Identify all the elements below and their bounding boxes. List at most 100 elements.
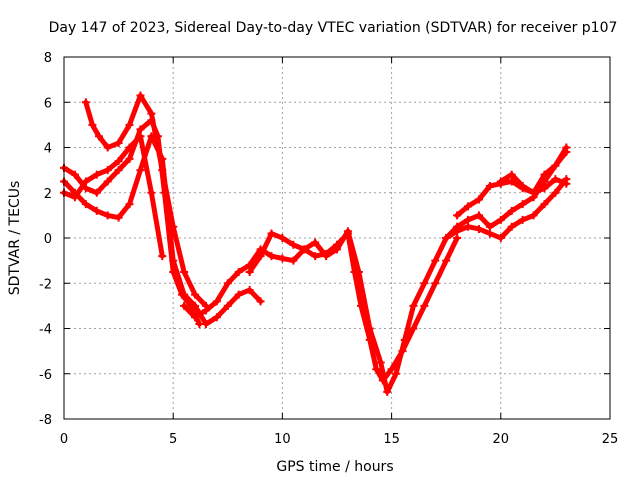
data-point-marker [223,301,232,310]
data-point-marker [256,252,265,261]
data-point-marker [551,161,560,170]
series-track-d [61,133,165,259]
data-point-marker [485,222,494,231]
data-point-marker [256,297,265,306]
data-point-marker [551,175,560,184]
data-point-marker [311,238,320,247]
data-point-marker [158,252,167,261]
data-point-marker [169,267,178,276]
data-point-marker [474,195,483,204]
data-point-marker [195,319,204,328]
data-point-marker [464,222,473,231]
data-point-marker [70,193,79,202]
data-point-marker [431,279,440,288]
data-point-marker [92,188,101,197]
data-point-marker [114,166,123,175]
data-point-marker [125,143,134,152]
data-point-marker [278,234,287,242]
data-point-marker [474,224,483,233]
data-point-marker [507,222,516,231]
data-point-marker [103,177,112,186]
data-point-marker [507,177,516,186]
data-point-marker [496,234,505,242]
data-point-marker [453,227,462,236]
y-tick-label: -6 [39,368,52,383]
data-point-marker [409,324,418,333]
y-tick-label: -4 [39,323,52,338]
data-point-marker [507,206,516,215]
data-point-marker [158,166,167,175]
data-point-marker [136,132,145,141]
y-tick-label: -8 [39,413,52,428]
data-point-marker [496,177,505,186]
data-point-marker [245,286,254,295]
data-point-marker [191,313,200,322]
data-point-marker [333,245,341,254]
y-tick-label: 8 [44,51,52,66]
data-point-marker [496,215,505,224]
data-point-marker [387,365,396,374]
grid-lines [64,57,610,419]
data-point-marker [354,267,363,276]
y-tick-label: -2 [39,277,52,292]
data-point-marker [70,170,79,179]
data-point-marker [540,184,549,193]
data-point-marker [485,229,494,238]
data-point-marker [147,188,156,197]
x-tick-label: 10 [274,432,291,447]
data-point-marker [278,254,287,263]
data-point-marker [453,234,462,242]
data-point-marker [223,279,232,288]
data-point-marker [88,120,97,129]
data-point-marker [442,234,451,242]
x-tick-label: 15 [383,432,400,447]
data-point-marker [529,188,538,197]
data-point-marker [267,252,276,261]
data-point-marker [103,166,112,175]
data-point-marker [212,297,221,306]
chart-title: Day 147 of 2023, Sidereal Day-to-day VTE… [49,20,618,36]
x-tick-label: 25 [602,432,619,447]
data-point-marker [289,256,298,265]
data-point-marker [322,252,331,261]
data-point-marker [180,267,189,276]
data-point-marker [409,301,418,310]
y-tick-label: 2 [44,187,52,202]
data-point-marker [81,200,90,209]
data-point-marker [372,365,381,374]
data-point-marker [464,202,473,211]
data-point-marker [400,335,409,344]
data-point-marker [311,252,320,261]
data-point-marker [245,267,254,276]
data-point-marker [136,166,145,175]
data-point-marker [234,267,243,276]
y-tick-label: 6 [44,96,52,111]
data-point-marker [453,211,462,220]
data-point-marker [169,222,178,231]
data-point-marker [540,200,549,209]
y-tick-label: 0 [44,232,52,247]
data-series [60,91,571,396]
data-point-marker [383,387,392,396]
data-point-marker [376,358,385,367]
data-point-marker [343,227,352,236]
data-point-marker [81,177,90,186]
x-tick-label: 20 [493,432,510,447]
data-point-marker [103,143,112,152]
data-point-marker [485,181,494,190]
data-point-marker [540,170,549,179]
plot-frame [63,56,611,420]
data-point-marker [125,120,134,129]
data-point-marker [177,290,186,299]
y-axis-label: SDTVAR / TECUs [7,181,23,296]
data-point-marker [125,200,134,209]
x-tick-label: 5 [169,432,177,447]
data-point-marker [114,138,123,147]
data-point-marker [518,215,527,224]
data-point-marker [365,324,374,333]
data-point-marker [94,132,103,141]
data-point-marker [551,188,560,197]
data-point-marker [391,369,400,378]
